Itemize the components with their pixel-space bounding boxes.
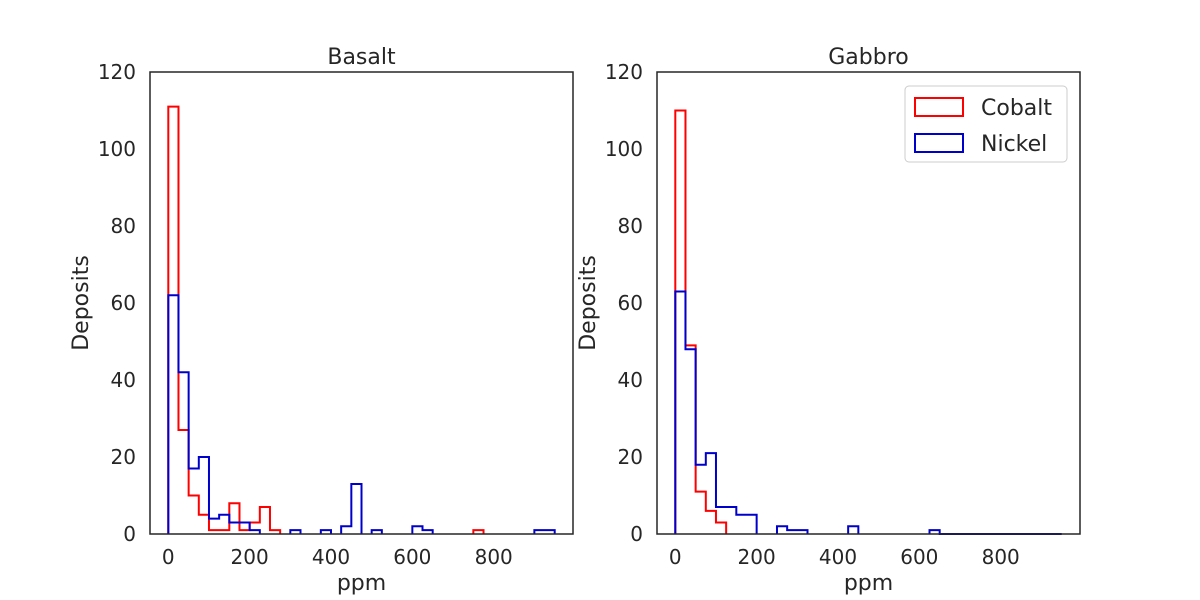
chart-panel-gabbro: 0 200 400 600 800 0 20 40 60 80 100 120 Gabbro ppm Dep… <box>576 45 1081 596</box>
y-tick-label: 100 <box>605 137 643 161</box>
y-tick-label: 0 <box>630 522 643 546</box>
chart-panel-basalt: 0 200 400 600 800 0 20 40 60 80 100 120 Basalt ppm Dep… <box>69 45 574 596</box>
chart-title: Gabbro <box>828 45 908 70</box>
x-tick-label: 600 <box>393 545 431 569</box>
x-tick-label: 800 <box>982 545 1020 569</box>
y-tick-label: 120 <box>98 60 136 84</box>
y-tick-label: 120 <box>605 60 643 84</box>
axes-frame <box>149 71 574 535</box>
x-tick-label: 400 <box>312 545 350 569</box>
x-axis-label: ppm <box>844 571 893 596</box>
series-cobalt-histogram <box>674 109 728 534</box>
y-tick-label: 40 <box>618 368 643 392</box>
x-axis-label: ppm <box>337 571 386 596</box>
y-axis-label: Deposits <box>69 255 94 351</box>
legend-box <box>904 85 1068 163</box>
legend-label-cobalt: Cobalt <box>981 96 1052 121</box>
y-tick-label: 0 <box>123 522 136 546</box>
y-tick-label: 80 <box>111 214 136 238</box>
x-tick-label: 800 <box>475 545 513 569</box>
y-tick-label: 60 <box>618 291 643 315</box>
y-tick-label: 100 <box>98 137 136 161</box>
legend-label-nickel: Nickel <box>981 132 1047 157</box>
x-tick-label: 200 <box>738 545 776 569</box>
y-tick-label: 20 <box>618 445 643 469</box>
x-tick-label: 600 <box>900 545 938 569</box>
x-tick-label: 0 <box>162 545 175 569</box>
legend-swatch-nickel <box>914 133 964 153</box>
y-axis-label: Deposits <box>576 255 601 351</box>
x-tick-label: 0 <box>669 545 682 569</box>
legend-swatch-cobalt <box>914 97 964 117</box>
y-tick-label: 20 <box>111 445 136 469</box>
x-tick-label: 400 <box>819 545 857 569</box>
x-tick-label: 200 <box>231 545 269 569</box>
y-tick-label: 80 <box>618 214 643 238</box>
legend: Cobalt Nickel <box>904 85 1068 163</box>
chart-title: Basalt <box>327 45 396 70</box>
y-tick-label: 60 <box>111 291 136 315</box>
series-cobalt-histogram <box>167 105 485 534</box>
series-nickel-histogram <box>167 294 556 534</box>
y-tick-label: 40 <box>111 368 136 392</box>
axes-frame <box>656 71 1081 535</box>
series-nickel-histogram <box>674 290 1062 535</box>
